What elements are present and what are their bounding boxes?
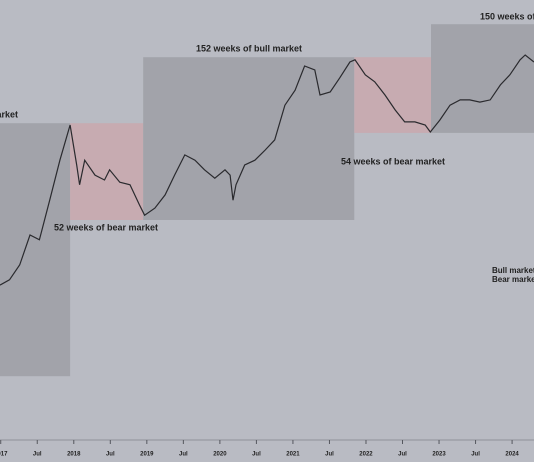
x-tick-label: Jul [398, 452, 407, 458]
x-tick-label: 2020 [213, 452, 227, 458]
market-region [430, 24, 534, 133]
x-tick-label: Jul [325, 452, 334, 458]
x-tick-label: Jul [252, 452, 261, 458]
region-label: 152 weeks of bull market [196, 43, 302, 53]
market-region [70, 123, 144, 220]
legend-label: Bull market [492, 266, 534, 275]
x-tick-label: 2024 [505, 452, 519, 458]
x-tick-label: Jul [106, 452, 115, 458]
region-label: 150 weeks of bull market [480, 11, 534, 21]
x-tick-label: Jul [33, 452, 42, 458]
x-tick-label: 2022 [359, 452, 373, 458]
legend-label: Bear market [492, 275, 534, 284]
x-tick-label: 2018 [67, 452, 81, 458]
x-tick-label: 2019 [140, 452, 154, 458]
region-label: 54 weeks of bear market [341, 156, 445, 166]
region-label: 52 weeks of bear market [54, 222, 158, 232]
x-tick-label: Jul [471, 452, 480, 458]
price-line [0, 54, 534, 286]
market-region [143, 57, 355, 221]
x-tick-label: 2023 [432, 452, 446, 458]
x-tick-label: 2017 [0, 452, 8, 458]
x-tick-label: Jul [179, 452, 188, 458]
x-tick-label: 2021 [286, 452, 300, 458]
market-region [354, 57, 431, 133]
region-label: market [0, 109, 18, 119]
